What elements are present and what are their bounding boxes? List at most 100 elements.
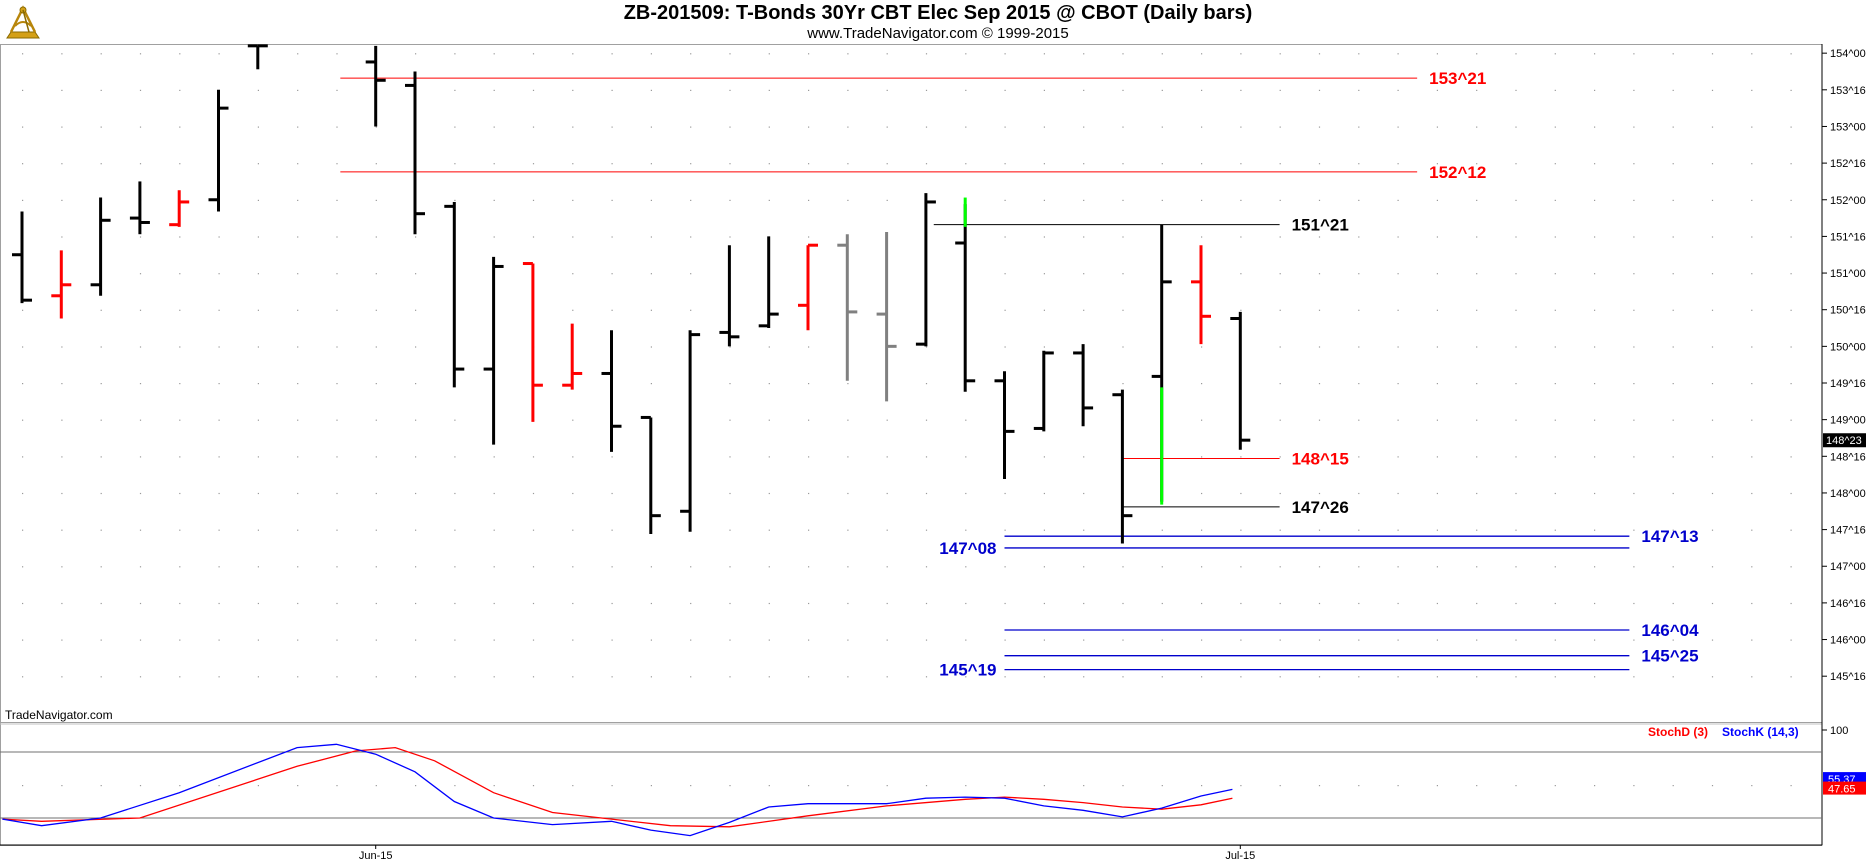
grid-dot xyxy=(100,492,102,495)
grid-dot xyxy=(965,529,967,531)
level-label: 147^26 xyxy=(1292,498,1349,517)
grid-dot xyxy=(1279,419,1281,421)
grid-dot xyxy=(1083,602,1085,605)
grid-dot xyxy=(218,566,220,568)
grid-dot xyxy=(1004,236,1006,238)
grid-dot xyxy=(1397,53,1399,55)
grid-dot xyxy=(1004,89,1006,91)
grid-dot xyxy=(572,566,574,568)
grid-dot xyxy=(336,419,338,421)
grid-dot xyxy=(532,236,535,238)
grid-dot xyxy=(1122,602,1124,605)
grid-dot xyxy=(1397,236,1399,238)
grid-dot xyxy=(257,529,259,531)
grid-dot xyxy=(139,566,142,568)
grid-dot xyxy=(297,419,299,421)
grid-dot xyxy=(1790,163,1792,165)
grid-dot xyxy=(886,492,888,495)
grid-dot xyxy=(611,492,613,495)
grid-dot xyxy=(22,126,24,128)
grid-dot xyxy=(257,199,259,201)
grid-dot xyxy=(1436,199,1438,201)
grid-dot xyxy=(1122,309,1124,311)
grid-dot xyxy=(1397,602,1399,605)
grid-dot xyxy=(1358,785,1360,787)
grid-dot xyxy=(1672,53,1674,55)
grid-dot xyxy=(808,163,810,165)
grid-dot xyxy=(532,566,535,568)
price-bar xyxy=(837,234,858,381)
grid-dot xyxy=(1633,639,1635,641)
grid-dot xyxy=(297,383,299,385)
grid-dot xyxy=(1554,529,1556,531)
grid-dot xyxy=(1515,492,1517,495)
grid-dot xyxy=(847,419,849,421)
grid-dot xyxy=(650,602,652,605)
grid-dot xyxy=(965,566,967,568)
grid-dot xyxy=(1318,89,1321,91)
grid-dot xyxy=(1436,676,1438,678)
grid-dot xyxy=(1279,236,1281,238)
grid-dot xyxy=(1318,492,1321,495)
price-bar xyxy=(1112,389,1133,544)
level-label: 145^19 xyxy=(939,661,996,680)
grid-dot xyxy=(336,89,338,91)
stoch-y-tick-label: 100 xyxy=(1830,725,1848,737)
grid-dot xyxy=(572,456,574,458)
grid-dot xyxy=(1279,639,1281,641)
grid-dot xyxy=(1594,676,1596,678)
price-bar xyxy=(640,415,661,534)
grid-dot xyxy=(100,639,102,641)
level-label: 147^13 xyxy=(1641,527,1698,546)
grid-dot xyxy=(375,126,377,128)
grid-dot xyxy=(808,676,810,678)
grid-dot xyxy=(1318,53,1321,55)
grid-dot xyxy=(690,273,692,275)
grid-dot xyxy=(100,163,102,165)
grid-dot xyxy=(532,602,535,605)
grid-dot xyxy=(729,383,731,385)
grid-dot xyxy=(532,89,535,91)
grid-dot xyxy=(257,785,259,787)
grid-dot xyxy=(415,602,417,605)
grid-dot xyxy=(532,492,535,495)
y-tick-label: 150^00 xyxy=(1830,341,1866,353)
date-axis: Jun-15 Jul-15 xyxy=(0,844,1822,862)
grid-dot xyxy=(336,602,338,605)
grid-dot xyxy=(1751,383,1753,385)
grid-dot xyxy=(1240,199,1242,201)
grid-dot xyxy=(139,273,142,275)
grid-dot xyxy=(1476,346,1478,348)
grid-dot xyxy=(179,492,181,495)
chart-title: ZB-201509: T-Bonds 30Yr CBT Elec Sep 201… xyxy=(623,2,1253,24)
grid-dot xyxy=(1240,126,1242,128)
grid-dot xyxy=(1672,456,1674,458)
x-tick-label: Jun-15 xyxy=(359,850,393,862)
grid-dot xyxy=(218,53,220,55)
grid-dot xyxy=(1790,639,1792,641)
grid-dot xyxy=(1672,676,1674,678)
grid-dot xyxy=(1397,273,1399,275)
grid-dot xyxy=(965,602,967,605)
grid-dot xyxy=(1633,676,1635,678)
grid-dot xyxy=(768,676,770,678)
grid-dot xyxy=(1043,53,1045,55)
grid-dot xyxy=(808,383,810,385)
grid-dot xyxy=(179,236,181,238)
grid-dot xyxy=(1554,785,1556,787)
grid-dot xyxy=(139,89,142,91)
grid-dot xyxy=(768,456,770,458)
grid-dot xyxy=(925,163,928,165)
grid-dot xyxy=(375,163,377,165)
grid-dot xyxy=(375,602,377,605)
grid-dot xyxy=(1751,89,1753,91)
grid-dot xyxy=(768,199,770,201)
y-tick-label: 151^16 xyxy=(1830,231,1866,243)
grid-dot xyxy=(1043,89,1045,91)
grid-dot xyxy=(297,492,299,495)
grid-dot xyxy=(1554,163,1556,165)
grid-dot xyxy=(1515,89,1517,91)
grid-dot xyxy=(1122,639,1124,641)
grid-dot xyxy=(650,566,652,568)
grid-dot xyxy=(729,346,731,348)
